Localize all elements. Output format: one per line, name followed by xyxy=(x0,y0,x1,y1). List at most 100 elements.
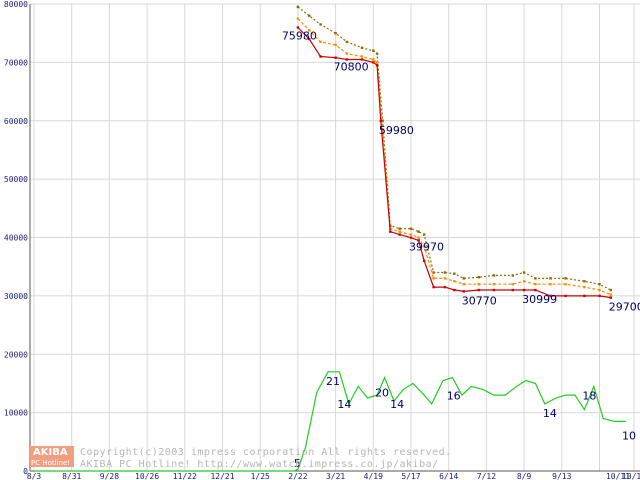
x-tick-label: 12/21 xyxy=(210,472,234,480)
y-tick-label: 0 xyxy=(23,467,28,476)
url-line: AKIBA PC Hotline! http://www.watch.impre… xyxy=(80,459,439,470)
data-point-max xyxy=(443,271,447,274)
y-tick-label: 20000 xyxy=(4,350,28,359)
data-label: 30999 xyxy=(522,293,557,306)
data-point-average xyxy=(583,285,586,289)
data-point-average xyxy=(477,283,481,286)
data-labels: 75980 70800 59980 39970 30770 30999 29700 5 21 14… xyxy=(282,29,640,470)
data-point-min xyxy=(379,119,383,123)
data-point-max xyxy=(308,14,311,17)
data-point-average xyxy=(462,283,465,286)
y-tick-label: 10000 xyxy=(4,409,28,418)
data-point-min xyxy=(372,61,375,64)
data-point-max xyxy=(360,46,364,49)
data-point-min xyxy=(345,58,349,61)
data-point-min xyxy=(534,288,537,292)
data-point-min xyxy=(522,288,526,292)
data-point-average xyxy=(453,280,456,283)
x-tick-label: 10/11 xyxy=(606,472,630,480)
data-point-average xyxy=(381,131,384,134)
data-point-max xyxy=(534,277,537,280)
data-point-min xyxy=(564,294,567,298)
data-point-min xyxy=(443,285,447,289)
data-point-min xyxy=(432,285,435,289)
y-tick-label: 50000 xyxy=(4,175,28,184)
data-point-average xyxy=(549,283,552,286)
data-point-average xyxy=(609,293,613,296)
data-label: 5 xyxy=(294,457,301,470)
data-label: 70800 xyxy=(334,61,369,74)
series-line-shops xyxy=(34,371,626,472)
x-tick-label: 4/19 xyxy=(364,472,383,480)
data-point-max xyxy=(381,119,384,122)
data-label: 16 xyxy=(447,389,461,402)
data-point-average xyxy=(334,43,337,47)
data-point-max xyxy=(372,49,375,52)
x-tick-label: 5/17 xyxy=(401,472,420,480)
data-label: 20 xyxy=(375,386,389,399)
x-tick-label: 11/22 xyxy=(173,472,197,480)
x-tick-label: 8/31 xyxy=(62,472,81,480)
data-label: 14 xyxy=(390,398,404,411)
data-point-min xyxy=(360,58,364,61)
data-point-average xyxy=(319,40,322,44)
data-point-min xyxy=(477,288,481,292)
data-label: 75980 xyxy=(282,29,317,42)
data-point-min xyxy=(422,259,426,263)
data-label: 30770 xyxy=(462,294,497,307)
y-tick-label: 80000 xyxy=(4,0,28,9)
akiba-logo-text: AKIBA xyxy=(33,447,68,458)
data-point-min xyxy=(409,236,413,239)
data-label: 29700 xyxy=(609,301,640,314)
data-point-average xyxy=(375,61,379,64)
data-point-max xyxy=(409,227,413,230)
data-point-max xyxy=(477,275,481,279)
data-point-max xyxy=(492,274,496,277)
data-point-max xyxy=(417,230,420,233)
data-point-average xyxy=(409,233,413,236)
data-point-min xyxy=(417,239,420,242)
data-point-max xyxy=(398,227,401,230)
series-line-average xyxy=(297,18,612,296)
data-point-average xyxy=(345,52,349,55)
data-point-min xyxy=(334,56,337,59)
data-point-max xyxy=(609,288,613,292)
x-tick-label: 9/28 xyxy=(100,472,119,480)
data-point-average xyxy=(432,277,435,280)
data-point-max xyxy=(598,283,601,286)
data-point-max xyxy=(453,272,456,275)
data-label: 59980 xyxy=(379,124,414,137)
data-point-max xyxy=(432,271,435,274)
data-point-max xyxy=(522,271,526,274)
data-point-max xyxy=(296,5,300,9)
data-point-average xyxy=(511,283,514,286)
data-point-average xyxy=(534,283,537,286)
data-point-min xyxy=(453,288,456,292)
akiba-logo-subtext: PC Hotline! xyxy=(31,459,70,467)
data-point-min xyxy=(308,37,311,41)
x-tick-label: 9/13 xyxy=(552,472,571,480)
akiba-logo-top xyxy=(30,446,74,457)
data-point-max xyxy=(422,233,426,236)
data-label: 14 xyxy=(543,407,557,420)
x-tick-label: 3/21 xyxy=(326,472,345,480)
data-point-average xyxy=(308,29,311,32)
data-point-max xyxy=(564,277,567,280)
data-point-min xyxy=(549,294,552,298)
data-point-average xyxy=(296,17,300,20)
data-point-min xyxy=(462,290,465,293)
y-tick-label: 30000 xyxy=(4,292,28,301)
data-point-min xyxy=(296,26,300,29)
x-tick-label: 10/26 xyxy=(135,472,159,480)
data-point-min xyxy=(609,296,613,299)
data-label: 14 xyxy=(337,398,351,411)
data-label: 39970 xyxy=(409,241,444,254)
data-label: 21 xyxy=(326,375,340,388)
y-tick-label: 60000 xyxy=(4,117,28,126)
x-tick-label: 6/14 xyxy=(439,472,458,480)
data-point-max xyxy=(345,40,349,44)
data-point-max xyxy=(583,280,586,283)
data-point-max xyxy=(319,23,322,26)
